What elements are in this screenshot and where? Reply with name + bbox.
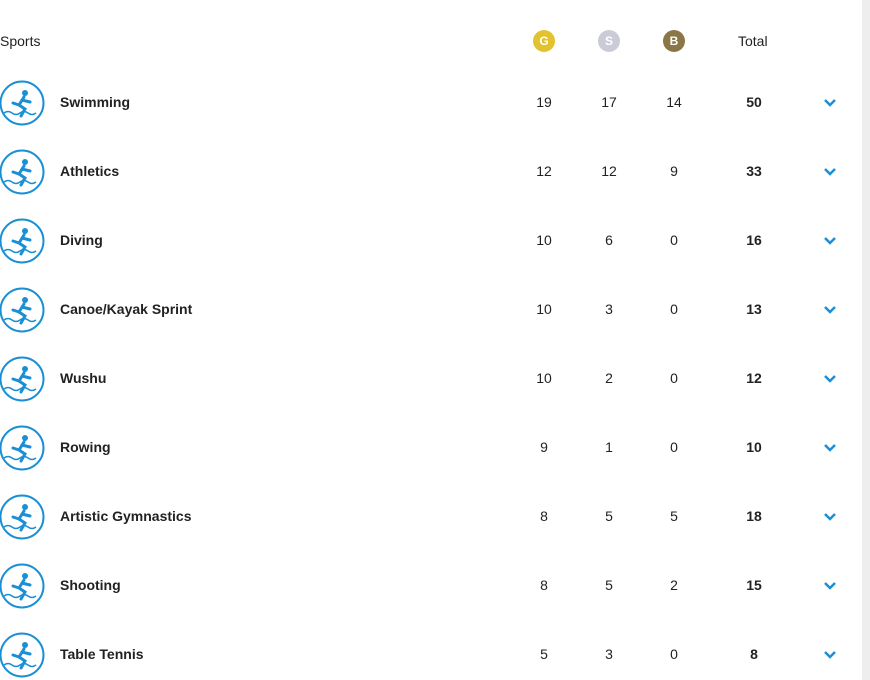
expand-chevron[interactable] [823, 374, 837, 384]
bronze-count: 0 [670, 232, 678, 248]
sport-icon [0, 632, 45, 678]
bronze-count: 0 [670, 646, 678, 662]
bronze-header: B [663, 30, 685, 52]
gold-count: 9 [540, 439, 548, 455]
scrollbar [862, 0, 870, 680]
gold-count: 10 [536, 370, 552, 386]
bronze-count: 2 [670, 577, 678, 593]
bronze-count: 9 [670, 163, 678, 179]
expand-chevron[interactable] [823, 443, 837, 453]
sport-icon [0, 218, 45, 264]
total-count: 16 [746, 232, 762, 248]
total-count: 18 [746, 508, 762, 524]
sports-header: Sports [0, 33, 41, 49]
gold-count: 5 [540, 646, 548, 662]
silver-count: 6 [605, 232, 613, 248]
total-count: 33 [746, 163, 762, 179]
gold-header: G [533, 30, 555, 52]
sport-name: Wushu [60, 370, 107, 386]
gold-count: 10 [536, 232, 552, 248]
total-header: Total [738, 33, 768, 49]
sport-name: Artistic Gymnastics [60, 508, 192, 524]
total-count: 12 [746, 370, 762, 386]
gold-count: 19 [536, 94, 552, 110]
sport-icon [0, 356, 45, 402]
gold-count: 8 [540, 508, 548, 524]
bronze-count: 0 [670, 439, 678, 455]
gold-count: 12 [536, 163, 552, 179]
sport-name: Swimming [60, 94, 131, 110]
sport-icon [0, 287, 45, 333]
expand-chevron[interactable] [823, 650, 837, 660]
sport-name: Rowing [60, 439, 111, 455]
total-count: 50 [746, 94, 762, 110]
bronze-count: 0 [670, 301, 678, 317]
silver-count: 12 [601, 163, 617, 179]
sport-name: Athletics [60, 163, 120, 179]
gold-count: 10 [536, 301, 552, 317]
sport-icon [0, 425, 45, 471]
sport-name: Table Tennis [60, 646, 144, 662]
total-count: 8 [750, 646, 758, 662]
total-count: 10 [746, 439, 762, 455]
sport-icon [0, 494, 45, 540]
expand-chevron[interactable] [823, 512, 837, 522]
sport-icon [0, 563, 45, 609]
silver-count: 1 [605, 439, 613, 455]
silver-count: 3 [605, 646, 613, 662]
silver-count: 5 [605, 508, 613, 524]
sport-icon [0, 149, 45, 195]
expand-chevron[interactable] [823, 167, 837, 177]
total-count: 15 [746, 577, 762, 593]
expand-chevron[interactable] [823, 98, 837, 108]
expand-chevron[interactable] [823, 581, 837, 591]
total-count: 13 [746, 301, 762, 317]
silver-header: S [598, 30, 620, 52]
expand-chevron[interactable] [823, 236, 837, 246]
sport-icon [0, 80, 45, 126]
sport-name: Shooting [60, 577, 121, 593]
silver-count: 3 [605, 301, 613, 317]
silver-count: 17 [601, 94, 617, 110]
bronze-count: 5 [670, 508, 678, 524]
expand-chevron[interactable] [823, 305, 837, 315]
gold-count: 8 [540, 577, 548, 593]
silver-count: 5 [605, 577, 613, 593]
bronze-count: 0 [670, 370, 678, 386]
sport-name: Canoe/Kayak Sprint [60, 301, 193, 317]
silver-count: 2 [605, 370, 613, 386]
bronze-count: 14 [666, 94, 682, 110]
sport-name: Diving [60, 232, 103, 248]
